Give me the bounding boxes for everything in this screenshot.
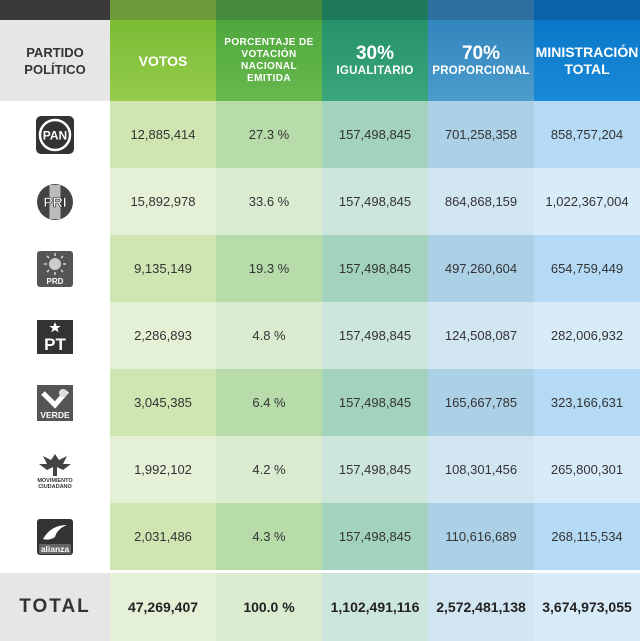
pri-logo-text: PRI (43, 194, 66, 210)
proporcional-value: 701,258,358 (428, 101, 534, 168)
total-value: 265,800,301 (534, 436, 640, 503)
header-pct-line3: NACIONAL EMITIDA (241, 60, 297, 84)
header-igualitario: 30% IGUALITARIO (322, 20, 428, 101)
movimiento-ciudadano-logo-icon: MOVIMIENTO CIUDADANO (0, 436, 110, 503)
votos-value: 2,031,486 (110, 503, 216, 570)
prd-logo-icon: PRD (0, 235, 110, 302)
totals-label: TOTAL (0, 573, 110, 641)
prd-logo-text: PRD (47, 277, 64, 286)
header-proporcional: 70% PROPORCIONAL (428, 20, 534, 101)
nueva-alianza-logo-text: alianza (41, 544, 70, 554)
igualitario-value: 157,498,845 (322, 168, 428, 235)
header-votos: VOTOS (110, 20, 216, 101)
total-value: 268,115,534 (534, 503, 640, 570)
proporcional-value: 165,667,785 (428, 369, 534, 436)
proporcional-value: 110,616,689 (428, 503, 534, 570)
top-bar-votos (110, 0, 216, 20)
verde-logo-icon: VERDE (0, 369, 110, 436)
total-value: 654,759,449 (534, 235, 640, 302)
votos-value: 1,992,102 (110, 436, 216, 503)
pct-value: 19.3 % (216, 235, 322, 302)
igualitario-value: 157,498,845 (322, 369, 428, 436)
pan-logo-text: PAN (43, 128, 67, 142)
votos-value: 3,045,385 (110, 369, 216, 436)
totals-pct: 100.0 % (216, 573, 322, 641)
header-total-line1: MINISTRACIÓN (535, 43, 639, 60)
igualitario-value: 157,498,845 (322, 101, 428, 168)
header-proporcional-label: PROPORCIONAL (432, 64, 530, 77)
pct-value: 27.3 % (216, 101, 322, 168)
total-value: 1,022,367,004 (534, 168, 640, 235)
totals-votos: 47,269,407 (110, 573, 216, 641)
votos-value: 9,135,149 (110, 235, 216, 302)
pt-logo-icon: PT (0, 302, 110, 369)
header-total-line2: TOTAL (564, 60, 610, 77)
verde-logo-text: VERDE (40, 410, 70, 420)
votos-value: 12,885,414 (110, 101, 216, 168)
pan-logo-icon: PAN (0, 101, 110, 168)
totals-igualitario: 1,102,491,116 (322, 573, 428, 641)
top-bar-pct (216, 0, 322, 20)
table-header: PARTIDO POLÍTICO VOTOS PORCENTAJE DE VOT… (0, 20, 640, 101)
header-party-line2: POLÍTICO (24, 61, 86, 77)
pt-logo-text: PT (44, 335, 66, 354)
mc-logo-text-1: MOVIMIENTO (37, 478, 73, 484)
pct-value: 4.3 % (216, 503, 322, 570)
header-pct-line1: PORCENTAJE DE (224, 36, 314, 48)
totals-total: 3,674,973,055 (534, 573, 640, 641)
header-votos-label: VOTOS (138, 52, 188, 69)
table-row: PRI 15,892,978 33.6 % 157,498,845 864,86… (0, 168, 640, 235)
proporcional-value: 124,508,087 (428, 302, 534, 369)
pct-value: 4.8 % (216, 302, 322, 369)
header-porcentaje: PORCENTAJE DE VOTACIÓN NACIONAL EMITIDA (216, 20, 322, 101)
nueva-alianza-logo-icon: alianza (0, 503, 110, 570)
igualitario-value: 157,498,845 (322, 503, 428, 570)
table-row: MOVIMIENTO CIUDADANO 1,992,102 4.2 % 157… (0, 436, 640, 503)
votos-value: 2,286,893 (110, 302, 216, 369)
header-pct-line2: VOTACIÓN (241, 48, 297, 60)
table-row: PT 2,286,893 4.8 % 157,498,845 124,508,0… (0, 302, 640, 369)
header-proporcional-pct: 70% (461, 42, 501, 64)
pct-value: 4.2 % (216, 436, 322, 503)
table-row: VERDE 3,045,385 6.4 % 157,498,845 165,66… (0, 369, 640, 436)
table-row: alianza 2,031,486 4.3 % 157,498,845 110,… (0, 503, 640, 570)
top-color-bar (0, 0, 640, 20)
total-value: 323,166,631 (534, 369, 640, 436)
proporcional-value: 108,301,456 (428, 436, 534, 503)
mc-logo-text-2: CIUDADANO (38, 484, 72, 490)
totals-proporcional: 2,572,481,138 (428, 573, 534, 641)
header-party-line1: PARTIDO (26, 44, 84, 60)
igualitario-value: 157,498,845 (322, 436, 428, 503)
top-bar-total (534, 0, 640, 20)
igualitario-value: 157,498,845 (322, 235, 428, 302)
total-value: 858,757,204 (534, 101, 640, 168)
totals-row: TOTAL 47,269,407 100.0 % 1,102,491,116 2… (0, 573, 640, 641)
header-igualitario-label: IGUALITARIO (336, 64, 414, 77)
header-igualitario-pct: 30% (355, 42, 395, 64)
proporcional-value: 497,260,604 (428, 235, 534, 302)
top-bar-igualitario (322, 0, 428, 20)
top-bar-proporcional (428, 0, 534, 20)
table-row: PAN 12,885,414 27.3 % 157,498,845 701,25… (0, 101, 640, 168)
pct-value: 6.4 % (216, 369, 322, 436)
proporcional-value: 864,868,159 (428, 168, 534, 235)
total-value: 282,006,932 (534, 302, 640, 369)
top-bar-party (0, 0, 110, 20)
igualitario-value: 157,498,845 (322, 302, 428, 369)
pct-value: 33.6 % (216, 168, 322, 235)
votos-value: 15,892,978 (110, 168, 216, 235)
header-total: MINISTRACIÓN TOTAL (534, 20, 640, 101)
pri-logo-icon: PRI (0, 168, 110, 235)
header-party: PARTIDO POLÍTICO (0, 20, 110, 101)
table-row: PRD 9,135,149 19.3 % 157,498,845 497,260… (0, 235, 640, 302)
